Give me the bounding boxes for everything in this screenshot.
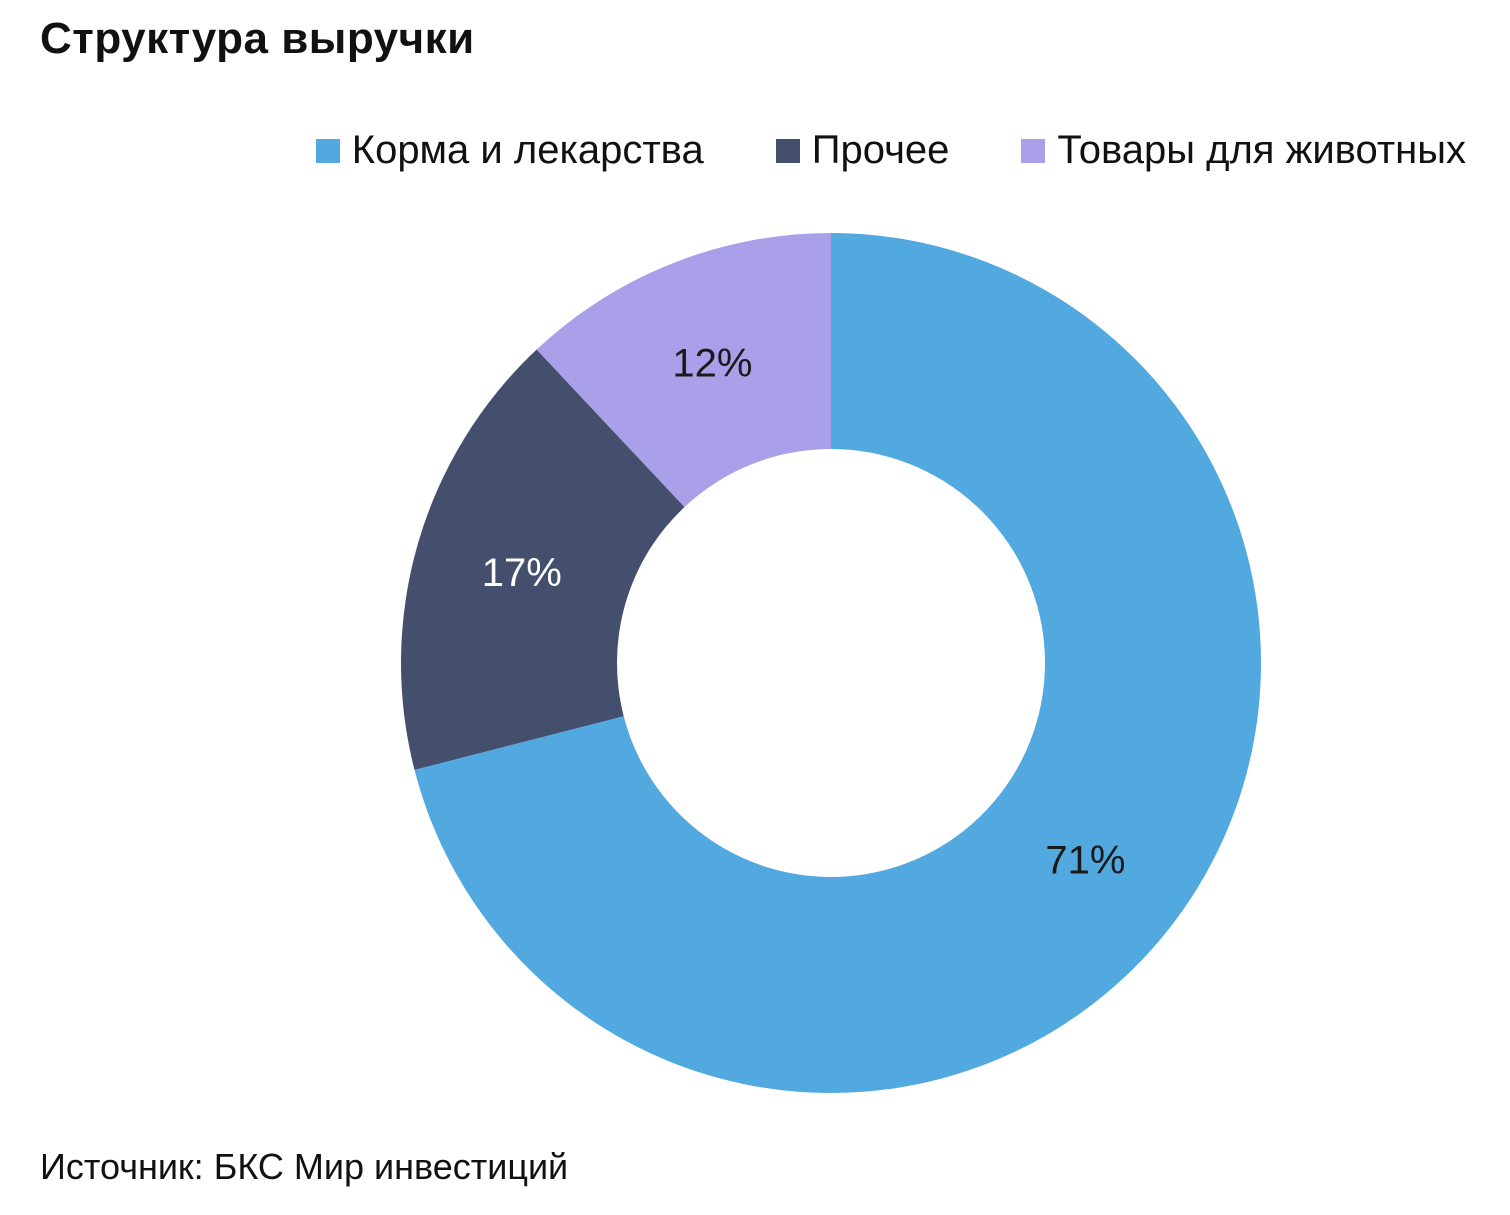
- legend-swatch-other: [775, 138, 800, 163]
- chart-title: Структура выручки: [40, 14, 475, 63]
- data-label-other: 17%: [482, 551, 562, 595]
- data-label-feed: 71%: [1045, 838, 1125, 882]
- donut-slice-other: [401, 349, 685, 770]
- source-note: Источник: БКС Мир инвестиций: [40, 1146, 569, 1187]
- legend-item-other: Прочее: [775, 128, 950, 173]
- legend-label-pet-goods: Товары для животных: [1057, 128, 1466, 172]
- donut-slice-pet-goods: [536, 233, 831, 508]
- legend-swatch-feed: [315, 138, 340, 163]
- legend-item-feed: Корма и лекарства: [315, 128, 704, 173]
- legend-swatch-pet-goods: [1021, 138, 1046, 163]
- legend-label-feed: Корма и лекарства: [351, 128, 704, 172]
- legend-item-pet-goods: Товары для животных: [1021, 128, 1466, 173]
- legend-label-other: Прочее: [811, 128, 950, 172]
- donut-slice-feed: [414, 233, 1261, 1093]
- data-label-pet-goods: 12%: [672, 342, 752, 386]
- chart-legend: Корма и лекарства Прочее Товары для живо…: [315, 128, 1466, 173]
